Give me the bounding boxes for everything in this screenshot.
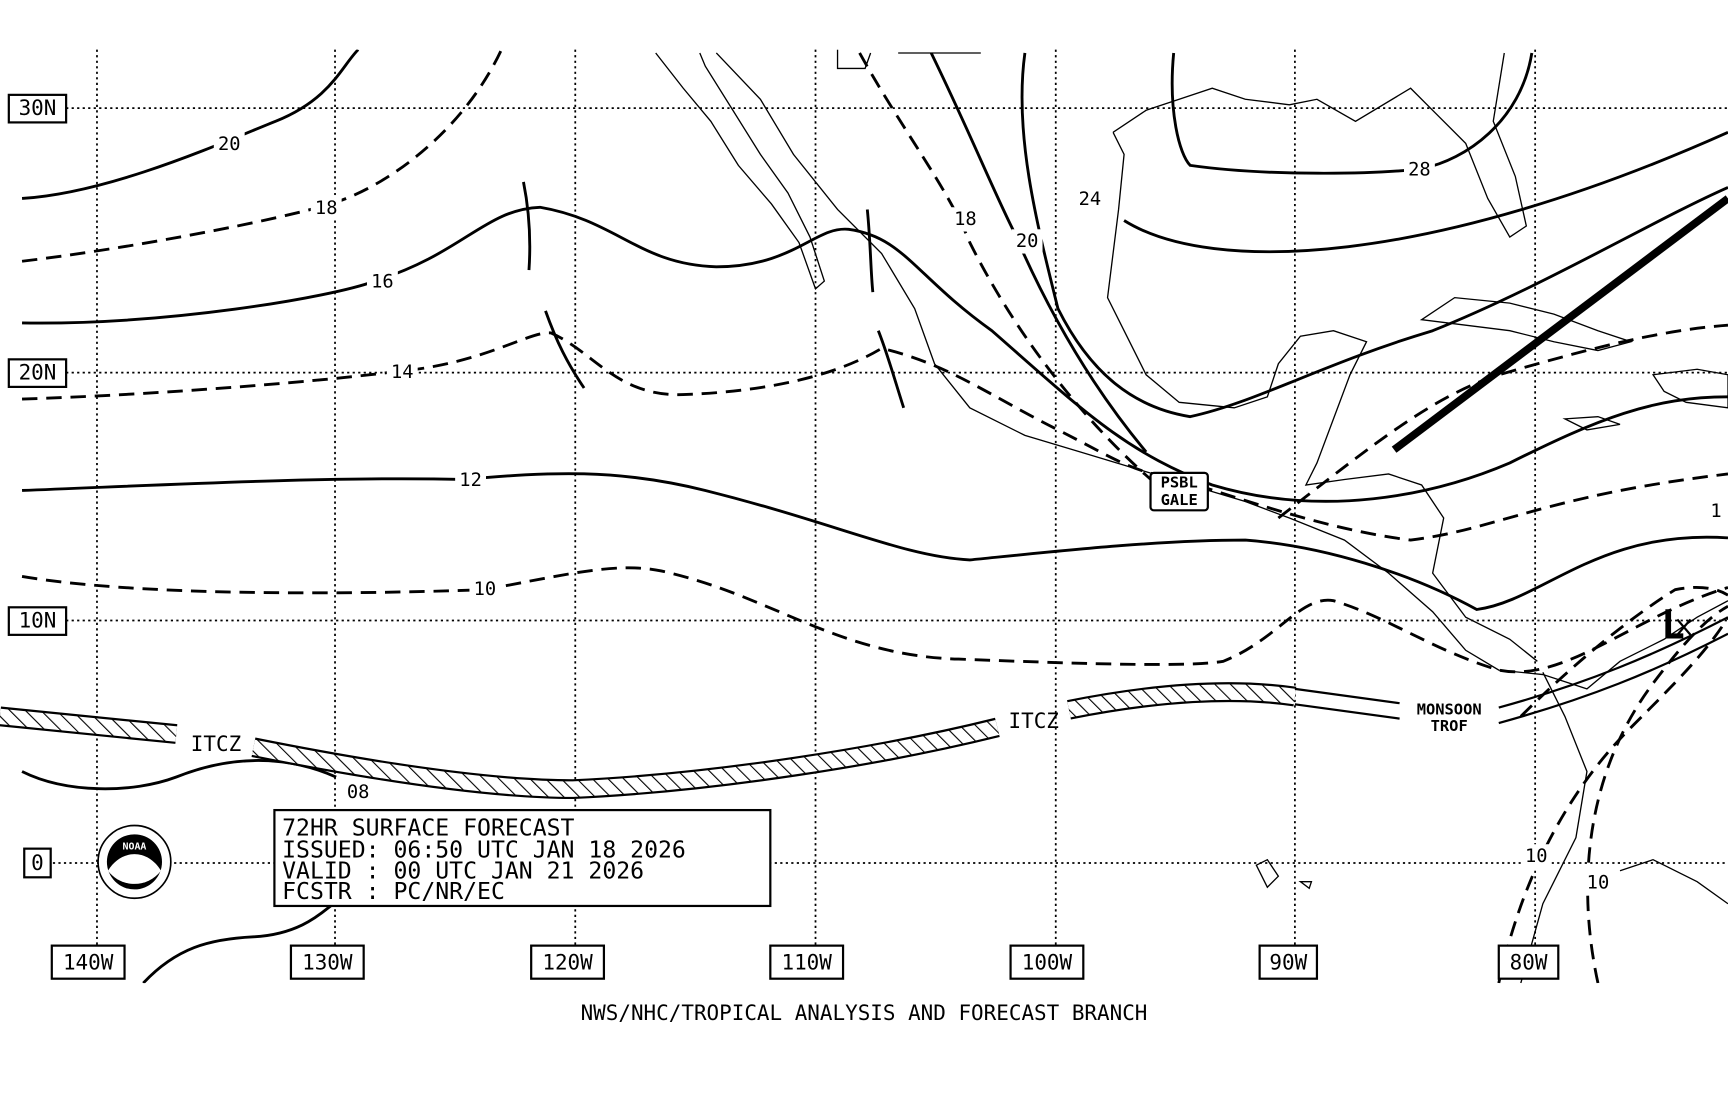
itcz-label: ITCZ — [1009, 709, 1059, 733]
isobar-label: 10 — [1525, 846, 1548, 867]
lon-label: 140W — [63, 950, 114, 974]
low-label: L — [1661, 603, 1685, 649]
svg-text:NOAA: NOAA — [123, 841, 147, 852]
isobar-label: 10 — [474, 579, 497, 600]
low-center — [1676, 618, 1692, 636]
lon-label: 90W — [1269, 950, 1307, 974]
info-line: 72HR SURFACE FORECAST — [282, 815, 574, 841]
lon-labels: 140W 130W 120W 110W 100W 90W 80W — [50, 944, 1560, 980]
noaa-logo: NOAA — [97, 824, 172, 900]
isobar-label: 14 — [391, 362, 414, 383]
lat-label: 30N — [19, 96, 57, 120]
lon-label: 110W — [781, 950, 832, 974]
info-line: VALID : 00 UTC JAN 21 2026 — [282, 858, 644, 884]
isobar-label: 20 — [218, 134, 241, 155]
coastlines — [655, 49, 1728, 984]
feature-labels: ITCZ ITCZ MONSOON TROF PSBL GALE L — [191, 471, 1692, 756]
isobar-label: 20 — [1016, 231, 1039, 252]
itcz — [0, 682, 1297, 800]
isobar-label: 10 — [1587, 872, 1610, 893]
lon-label: 130W — [302, 950, 353, 974]
isobar-label: 18 — [954, 209, 977, 230]
lat-label: 0 — [31, 851, 44, 875]
info-line: FCSTR : PC/NR/EC — [282, 879, 505, 905]
monsoon-trough — [1294, 616, 1728, 725]
lon-label: 80W — [1510, 950, 1548, 974]
isobar-label: 24 — [1079, 189, 1102, 210]
isobar-label: 16 — [371, 272, 394, 293]
monsoon-label: TROF — [1431, 717, 1468, 735]
isobar-label: 18 — [315, 198, 338, 219]
isobar-label: 08 — [347, 782, 370, 803]
info-box: 72HR SURFACE FORECAST ISSUED: 06:50 UTC … — [273, 808, 772, 908]
isobar-labels: 20 18 16 14 12 10 08 18 20 24 28 10 10 1 — [213, 131, 1722, 895]
isobar-label: 28 — [1408, 159, 1431, 180]
grid — [52, 49, 1728, 946]
footer: NWS/NHC/TROPICAL ANALYSIS AND FORECAST B… — [581, 1001, 1148, 1025]
map-lines — [0, 49, 1728, 984]
itcz-label: ITCZ — [191, 732, 241, 756]
lon-label: 100W — [1022, 950, 1073, 974]
lon-label: 120W — [542, 950, 593, 974]
isobar-label: 12 — [459, 470, 482, 491]
lat-labels: 30N 20N 10N 0 — [7, 93, 68, 879]
lat-label: 20N — [19, 361, 57, 385]
gale-label: GALE — [1161, 491, 1198, 509]
gale-label: PSBL — [1161, 473, 1198, 491]
lat-label: 10N — [19, 609, 57, 633]
monsoon-label: MONSOON — [1417, 700, 1482, 718]
isobar-label: 1 — [1710, 501, 1721, 522]
info-line: ISSUED: 06:50 UTC JAN 18 2026 — [282, 837, 686, 863]
